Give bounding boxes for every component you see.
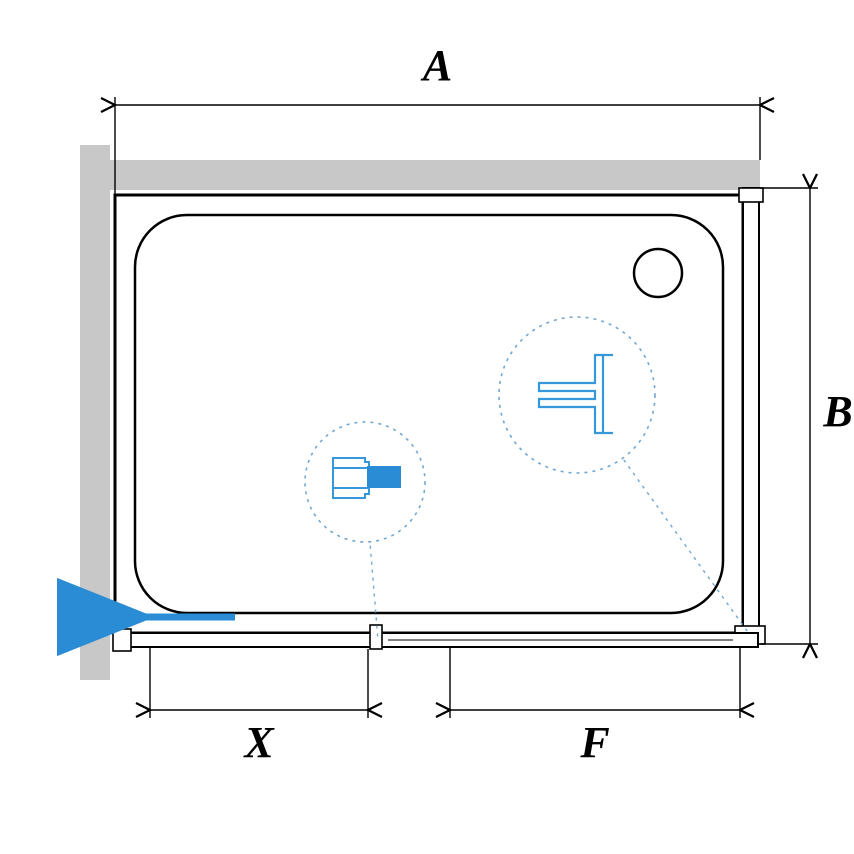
dim-f-label: F bbox=[579, 718, 609, 767]
side-panel-right bbox=[743, 188, 759, 640]
detail-circle-1 bbox=[305, 422, 425, 542]
dim-a-label: A bbox=[420, 41, 452, 90]
dim-b-label: B bbox=[822, 387, 852, 436]
dim-x-label: X bbox=[242, 718, 275, 767]
wall-horizontal bbox=[80, 160, 760, 190]
detail-circle-2 bbox=[499, 317, 655, 473]
drain-circle bbox=[634, 249, 682, 297]
center-stop bbox=[370, 625, 382, 649]
endcap-left bbox=[113, 629, 131, 651]
bracket-top-right bbox=[739, 188, 763, 202]
wall-vertical bbox=[80, 145, 110, 680]
